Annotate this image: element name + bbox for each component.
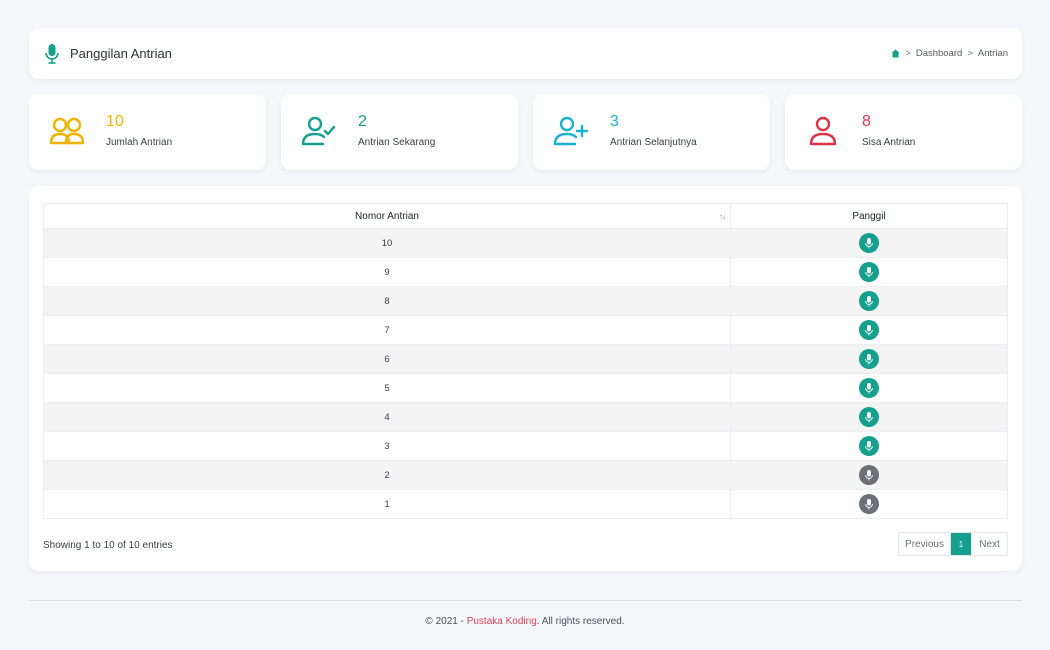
call-button[interactable] [859,233,879,253]
queue-number-cell: 2 [43,460,731,490]
microphone-icon [865,295,873,306]
call-cell [730,489,1008,519]
stat-card-antrian-sekarang: 2 Antrian Sekarang [281,94,518,170]
table-row: 3 [43,431,1008,461]
call-cell [730,402,1008,432]
user-icon [809,116,837,146]
queue-number-cell: 1 [43,489,731,519]
stat-value: 10 [106,113,124,130]
microphone-icon [865,324,873,335]
queue-number-cell: 3 [43,431,731,461]
table-row: 8 [43,286,1008,316]
call-button[interactable] [859,465,879,485]
call-button[interactable] [859,378,879,398]
breadcrumb-dashboard-link[interactable]: Dashboard [915,48,963,59]
table-row: 9 [43,257,1008,287]
sort-icon[interactable]: ↑↓ [719,212,726,221]
queue-number-cell: 4 [43,402,731,432]
queue-number-cell: 7 [43,315,731,345]
stat-label: Antrian Selanjutnya [610,137,697,148]
queue-number-cell: 9 [43,257,731,287]
table-info: Showing 1 to 10 of 10 entries [43,540,173,551]
users-icon [49,117,85,145]
table-row: 10 [43,228,1008,258]
microphone-icon [865,469,873,480]
call-button[interactable] [859,494,879,514]
breadcrumb-separator: > [905,48,911,59]
stat-value: 2 [358,113,367,130]
stat-label: Antrian Sekarang [358,137,436,148]
footer-suffix: . All rights reserved. [536,616,625,627]
queue-table: Nomor Antrian ↑↓ Panggil 10 9 8 7 6 5 4 3 2 1 [43,203,1008,519]
microphone-icon [865,353,873,364]
call-cell [730,460,1008,490]
microphone-icon [865,498,873,509]
stat-card-jumlah-antrian: 10 Jumlah Antrian [29,94,266,170]
table-row: 7 [43,315,1008,345]
microphone-icon [865,382,873,393]
footer-brand-link[interactable]: Pustaka Koding [466,616,537,627]
table-row: 2 [43,460,1008,490]
page-1-button[interactable]: 1 [951,533,971,555]
column-header-label: Nomor Antrian [355,210,419,222]
call-cell [730,431,1008,461]
call-cell [730,315,1008,345]
call-button[interactable] [859,407,879,427]
user-check-icon [301,116,336,146]
call-cell [730,228,1008,258]
stat-label: Sisa Antrian [862,137,916,148]
footer: © 2021 - Pustaka Koding. All rights rese… [0,616,1050,627]
call-button[interactable] [859,349,879,369]
call-button[interactable] [859,262,879,282]
home-icon[interactable] [891,49,900,58]
call-button[interactable] [859,320,879,340]
table-row: 4 [43,402,1008,432]
table-row: 5 [43,373,1008,403]
page-title: Panggilan Antrian [70,46,172,61]
next-button[interactable]: Next [971,533,1007,555]
microphone-icon [45,44,59,64]
call-cell [730,257,1008,287]
footer-divider [29,600,1022,601]
call-cell [730,286,1008,316]
table-header-row: Nomor Antrian ↑↓ Panggil [43,203,1008,229]
queue-number-cell: 10 [43,228,731,258]
call-cell [730,373,1008,403]
queue-table-card: Nomor Antrian ↑↓ Panggil 10 9 8 7 6 5 4 3 2 1 Sho… [29,186,1022,571]
breadcrumb-separator: > [967,48,973,59]
stat-value: 3 [610,113,619,130]
column-header-nomor-antrian[interactable]: Nomor Antrian ↑↓ [43,203,731,229]
table-row: 1 [43,489,1008,519]
stat-card-antrian-selanjutnya: 3 Antrian Selanjutnya [533,94,770,170]
page-header: Panggilan Antrian > Dashboard > Antrian [29,28,1022,79]
stat-value: 8 [862,113,871,130]
call-button[interactable] [859,291,879,311]
user-plus-icon [553,116,589,146]
microphone-icon [865,266,873,277]
breadcrumb-current: Antrian [977,48,1008,59]
footer-prefix: © 2021 - [425,616,467,627]
microphone-icon [865,440,873,451]
call-button[interactable] [859,436,879,456]
pagination: Previous 1 Next [898,532,1008,556]
breadcrumb: > Dashboard > Antrian [891,48,1008,59]
previous-button[interactable]: Previous [899,533,951,555]
microphone-icon [865,411,873,422]
call-cell [730,344,1008,374]
queue-number-cell: 8 [43,286,731,316]
microphone-icon [865,237,873,248]
column-header-label: Panggil [852,210,886,222]
stat-label: Jumlah Antrian [106,137,173,148]
queue-number-cell: 6 [43,344,731,374]
column-header-panggil: Panggil [730,203,1008,229]
stat-card-sisa-antrian: 8 Sisa Antrian [785,94,1022,170]
queue-number-cell: 5 [43,373,731,403]
table-row: 6 [43,344,1008,374]
